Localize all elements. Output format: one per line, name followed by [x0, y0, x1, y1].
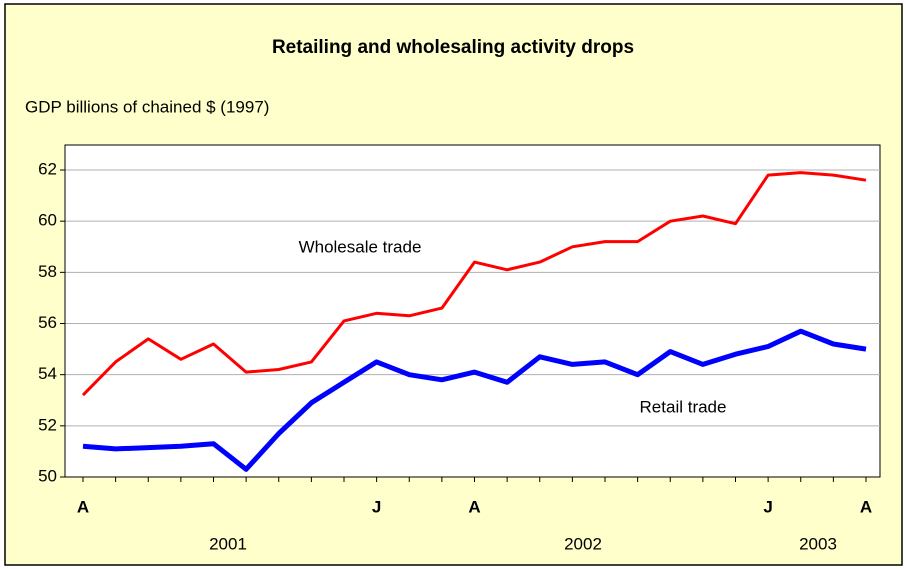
series-label: Retail trade [640, 397, 727, 416]
y-tick-label: 56 [38, 313, 57, 332]
y-tick-label: 60 [38, 211, 57, 230]
series-line [81, 171, 867, 397]
y-tick-label: 50 [38, 466, 57, 485]
y-tick-label: 54 [38, 364, 57, 383]
chart-title: Retailing and wholesaling activity drops [272, 37, 634, 58]
x-group-label: 2001 [209, 534, 247, 553]
x-tick-label: A [468, 497, 480, 516]
x-group-label: 2002 [564, 534, 602, 553]
y-tick-label: 62 [38, 159, 57, 178]
y-axis-label: GDP billions of chained $ (1997) [25, 97, 269, 116]
x-tick-label: A [860, 497, 872, 516]
x-tick-label: J [372, 497, 381, 516]
plot-area [64, 144, 881, 478]
x-tick-label: J [763, 497, 772, 516]
y-tick-label: 58 [38, 262, 57, 281]
series-label: Wholesale trade [299, 237, 422, 256]
x-tick-label: A [77, 497, 89, 516]
x-group-label: 2003 [799, 534, 837, 553]
series-line [82, 328, 867, 472]
y-tick-label: 52 [38, 415, 57, 434]
